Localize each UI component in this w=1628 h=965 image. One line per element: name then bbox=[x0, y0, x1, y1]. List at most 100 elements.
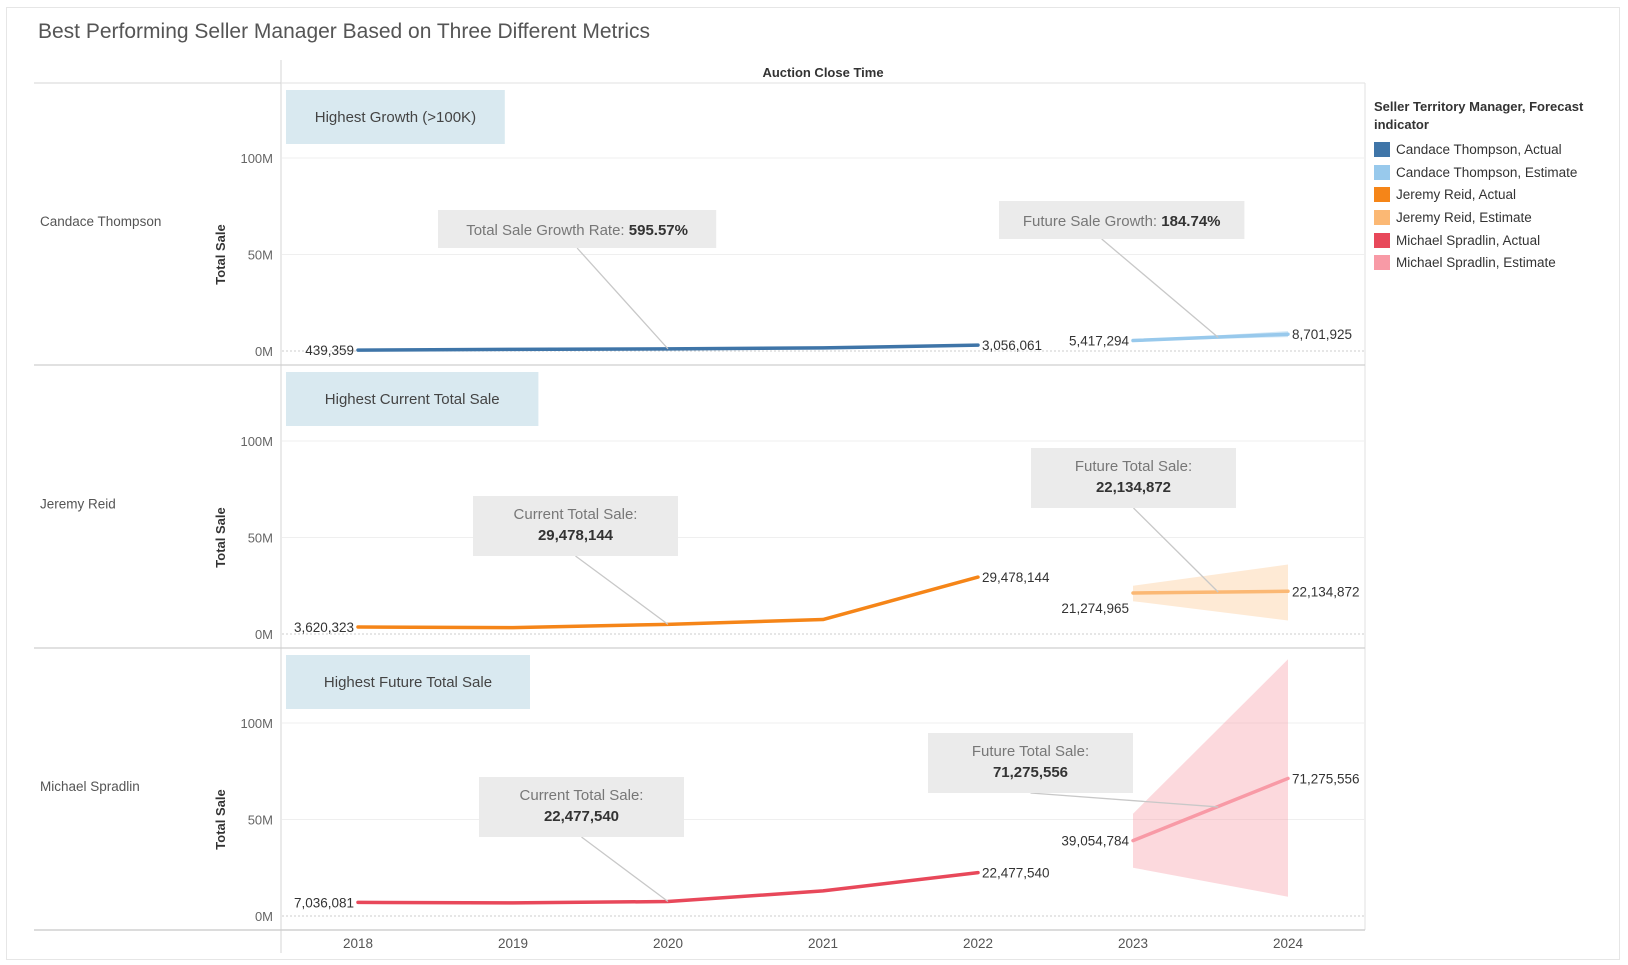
legend-swatch bbox=[1374, 164, 1390, 180]
legend-label: Jeremy Reid, Estimate bbox=[1396, 209, 1532, 225]
x-tick-label: 2020 bbox=[653, 936, 683, 951]
badge-box bbox=[286, 655, 530, 709]
legend: Seller Territory Manager, Forecast indic… bbox=[1374, 98, 1624, 274]
estimate-line bbox=[1131, 776, 1290, 843]
callout-lead: Future Total Sale: bbox=[972, 743, 1089, 760]
legend-swatch bbox=[1374, 187, 1390, 203]
callout-lead: Total Sale Growth Rate: bbox=[466, 222, 629, 239]
legend-label: Candace Thompson, Actual bbox=[1396, 141, 1562, 157]
legend-label: Michael Spradlin, Estimate bbox=[1396, 255, 1556, 271]
legend-label: Jeremy Reid, Actual bbox=[1396, 187, 1517, 203]
callout-box bbox=[438, 210, 717, 248]
callout-value: 71,275,556 bbox=[993, 764, 1068, 781]
y-tick-label: 0M bbox=[255, 344, 273, 359]
x-tick-label: 2022 bbox=[963, 936, 993, 951]
callout-box bbox=[473, 496, 678, 556]
data-label: 22,134,872 bbox=[1292, 584, 1360, 599]
actual-line bbox=[356, 343, 980, 352]
legend-label: Candace Thompson, Estimate bbox=[1396, 164, 1578, 180]
callout-lead: Current Total Sale: bbox=[514, 506, 638, 523]
legend-swatch bbox=[1374, 209, 1390, 225]
estimate-line bbox=[1131, 589, 1290, 595]
data-label: 3,620,323 bbox=[294, 620, 354, 635]
y-tick-label: 50M bbox=[248, 813, 273, 828]
y-tick-label: 50M bbox=[248, 531, 273, 546]
badge-text: Highest Future Total Sale bbox=[324, 674, 492, 691]
panel-2: 0M 50M 100M Total Sale Jeremy Reid Highest Cu… bbox=[34, 372, 1365, 649]
y-tick-label: 100M bbox=[240, 716, 273, 731]
y-tick-label: 100M bbox=[240, 434, 273, 449]
callout-value: 22,134,872 bbox=[1096, 479, 1171, 496]
callout-lead: Future Total Sale: bbox=[1075, 458, 1192, 475]
actual-line bbox=[356, 575, 980, 630]
x-tick-label: 2019 bbox=[498, 936, 528, 951]
badge-text: Highest Current Total Sale bbox=[325, 391, 500, 408]
legend-swatch bbox=[1374, 255, 1390, 271]
callout-box bbox=[999, 201, 1245, 239]
chart-title: Best Performing Seller Manager Based on … bbox=[38, 20, 651, 43]
legend-item[interactable]: Jeremy Reid, Estimate bbox=[1374, 206, 1624, 229]
y-axis-title: Total Sale bbox=[213, 507, 228, 567]
data-label: 21,274,965 bbox=[1061, 601, 1129, 616]
callout-box bbox=[928, 733, 1133, 793]
badge-text: Highest Growth (>100K) bbox=[315, 109, 476, 126]
legend-label: Michael Spradlin, Actual bbox=[1396, 232, 1541, 248]
callout-value: 22,477,540 bbox=[544, 808, 619, 825]
callout-leader bbox=[576, 247, 669, 350]
callout-leader bbox=[1101, 238, 1219, 338]
legend-item[interactable]: Jeremy Reid, Actual bbox=[1374, 183, 1624, 206]
row-label: Jeremy Reid bbox=[40, 497, 116, 512]
legend-title: Seller Territory Manager, Forecast indic… bbox=[1374, 99, 1584, 132]
callout-value: 184.74% bbox=[1161, 213, 1220, 230]
legend-item[interactable]: Michael Spradlin, Actual bbox=[1374, 229, 1624, 252]
x-tick-label: 2021 bbox=[808, 936, 838, 951]
column-header: Auction Close Time bbox=[762, 65, 883, 80]
panel-1: 0M 50M 100M Total Sale Candace Thompson Highe… bbox=[34, 90, 1365, 366]
y-axis-title: Total Sale bbox=[213, 224, 228, 284]
callout-lead: Current Total Sale: bbox=[520, 787, 644, 804]
callout-box bbox=[479, 777, 684, 837]
estimate-line bbox=[1131, 332, 1290, 343]
legend-item[interactable]: Michael Spradlin, Estimate bbox=[1374, 251, 1624, 274]
y-tick-label: 100M bbox=[240, 151, 273, 166]
legend-swatch bbox=[1374, 232, 1390, 248]
callout-leader bbox=[575, 555, 669, 625]
forecast-band bbox=[1133, 659, 1288, 897]
data-label: 22,477,540 bbox=[982, 866, 1050, 881]
x-tick-label: 2024 bbox=[1273, 936, 1304, 951]
data-label: 71,275,556 bbox=[1292, 771, 1360, 786]
callout-leader bbox=[1030, 792, 1219, 808]
callout-text: Future Sale Growth: 184.74% bbox=[1023, 213, 1221, 230]
callout-value: 595.57% bbox=[629, 222, 688, 239]
legend-items: Candace Thompson, Actual Candace Thompso… bbox=[1374, 138, 1624, 274]
callout-value: 29,478,144 bbox=[538, 527, 614, 544]
panel-3: 0M 50M 100M Total Sale Michael Spradlin Highe… bbox=[34, 655, 1365, 931]
row-label: Candace Thompson bbox=[40, 214, 161, 229]
y-axis-title: Total Sale bbox=[213, 789, 228, 849]
callout-lead: Future Sale Growth: bbox=[1023, 213, 1161, 230]
callout-text: Total Sale Growth Rate: 595.57% bbox=[466, 222, 688, 239]
data-label: 7,036,081 bbox=[294, 895, 354, 910]
legend-item[interactable]: Candace Thompson, Actual bbox=[1374, 138, 1624, 161]
data-label: 39,054,784 bbox=[1061, 834, 1129, 849]
y-tick-label: 0M bbox=[255, 909, 273, 924]
badge-box bbox=[286, 372, 539, 426]
callout-leader bbox=[1133, 507, 1219, 593]
data-label: 8,701,925 bbox=[1292, 327, 1352, 342]
row-label: Michael Spradlin bbox=[40, 779, 140, 794]
legend-swatch bbox=[1374, 141, 1390, 157]
actual-line bbox=[356, 870, 980, 905]
callout-box bbox=[1031, 448, 1236, 508]
data-label: 3,056,061 bbox=[982, 338, 1042, 353]
x-tick-label: 2018 bbox=[343, 936, 373, 951]
data-label: 5,417,294 bbox=[1069, 334, 1130, 349]
y-tick-label: 50M bbox=[248, 248, 273, 263]
legend-item[interactable]: Candace Thompson, Estimate bbox=[1374, 161, 1624, 184]
callout-leader bbox=[581, 836, 669, 903]
x-tick-label: 2023 bbox=[1118, 936, 1148, 951]
y-tick-label: 0M bbox=[255, 627, 273, 642]
data-label: 29,478,144 bbox=[982, 570, 1050, 585]
badge-box bbox=[286, 90, 505, 144]
data-label: 439,359 bbox=[305, 343, 354, 358]
